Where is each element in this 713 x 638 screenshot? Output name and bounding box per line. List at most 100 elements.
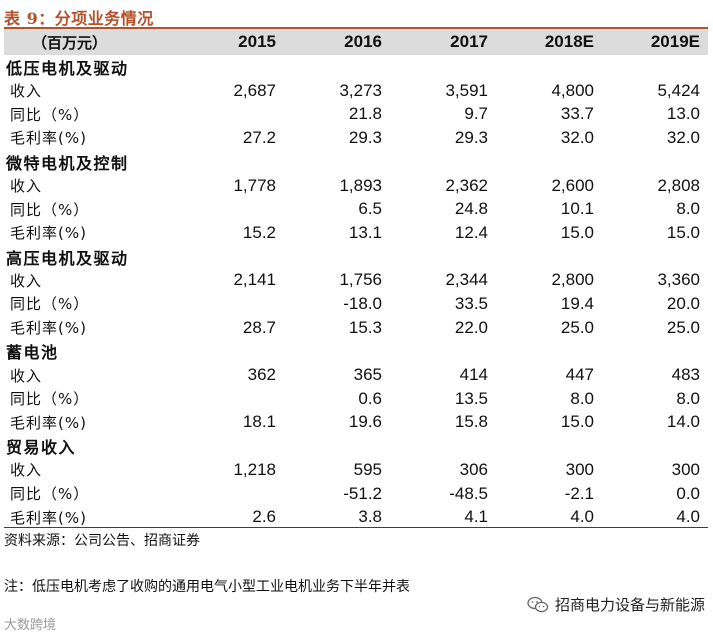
unit-header: （百万元） bbox=[32, 33, 108, 52]
value-cell: 4.1 bbox=[464, 507, 488, 527]
brand-tag: 招商电力设备与新能源 bbox=[527, 594, 705, 615]
value-cell: 22.0 bbox=[454, 317, 488, 337]
value-cell: 300 bbox=[671, 459, 700, 479]
row-label: 同比（%） bbox=[10, 105, 90, 124]
value-cell: 27.2 bbox=[242, 127, 276, 147]
value-cell: 595 bbox=[353, 459, 382, 479]
value-cell: 13.0 bbox=[666, 104, 700, 124]
value-cell: 3,591 bbox=[445, 80, 488, 100]
value-cell: 15.2 bbox=[242, 222, 276, 242]
value-cell: 300 bbox=[565, 459, 594, 479]
table-row: 同比（%） 21.8 9.7 33.7 13.0 bbox=[4, 103, 708, 127]
header-background bbox=[4, 29, 708, 55]
section-row: 微特电机及控制 bbox=[4, 150, 708, 174]
value-cell: 14.0 bbox=[666, 412, 700, 432]
table-row: 同比（%） -51.2 -48.5 -2.1 0.0 bbox=[4, 482, 708, 506]
row-label: 收入 bbox=[10, 82, 43, 101]
value-cell: 414 bbox=[459, 365, 488, 385]
value-cell: 15.8 bbox=[454, 412, 488, 432]
value-cell: 2,344 bbox=[445, 270, 488, 290]
value-cell: -48.5 bbox=[449, 483, 488, 503]
value-cell: 8.0 bbox=[676, 199, 700, 219]
value-cell: 15.0 bbox=[666, 222, 700, 242]
section-label: 贸易收入 bbox=[6, 438, 77, 458]
value-cell: 24.8 bbox=[454, 199, 488, 219]
source-note: 资料来源：公司公告、招商证券 bbox=[4, 533, 200, 549]
value-cell: 2,800 bbox=[551, 270, 594, 290]
value-cell: 2,808 bbox=[657, 175, 700, 195]
footnote: 注：低压电机考虑了收购的通用电气小型工业电机业务下半年并表 bbox=[4, 579, 410, 595]
table-row: 毛利率(%) 15.2 13.1 12.4 15.0 15.0 bbox=[4, 221, 708, 245]
row-label: 同比（%） bbox=[10, 390, 90, 409]
value-cell: 32.0 bbox=[666, 127, 700, 147]
row-label: 收入 bbox=[10, 271, 43, 290]
row-label: 收入 bbox=[10, 366, 43, 385]
financial-table: （百万元） 2015 2016 2017 2018E 2019E 低压电机及驱动… bbox=[4, 29, 708, 529]
table-row: 同比（%） 0.6 13.5 8.0 8.0 bbox=[4, 387, 708, 411]
value-cell: 3,273 bbox=[339, 80, 382, 100]
year-header: 2018E bbox=[544, 32, 594, 51]
table-title: 表 9：分项业务情况 bbox=[4, 9, 154, 28]
section-row: 贸易收入 bbox=[4, 434, 708, 458]
value-cell: -18.0 bbox=[343, 293, 382, 313]
value-cell: 2,600 bbox=[551, 175, 594, 195]
year-header: 2017 bbox=[450, 32, 488, 51]
value-cell: 6.5 bbox=[358, 199, 382, 219]
value-cell: 2,141 bbox=[233, 270, 276, 290]
title-divider bbox=[4, 27, 708, 29]
table-row: 收入 2,687 3,273 3,591 4,800 5,424 bbox=[4, 79, 708, 103]
wechat-icon bbox=[527, 596, 549, 612]
value-cell: 3.8 bbox=[358, 507, 382, 527]
value-cell: 2,362 bbox=[445, 175, 488, 195]
table-row: 毛利率(%) 28.7 15.3 22.0 25.0 25.0 bbox=[4, 316, 708, 340]
value-cell: 25.0 bbox=[666, 317, 700, 337]
value-cell: 15.3 bbox=[348, 317, 382, 337]
value-cell: 25.0 bbox=[560, 317, 594, 337]
row-label: 收入 bbox=[10, 461, 43, 480]
value-cell: 4,800 bbox=[551, 80, 594, 100]
value-cell: 5,424 bbox=[657, 80, 700, 100]
section-label: 低压电机及驱动 bbox=[6, 59, 129, 78]
section-label: 微特电机及控制 bbox=[6, 153, 129, 173]
value-cell: 4.0 bbox=[570, 507, 594, 527]
year-header: 2015 bbox=[238, 32, 276, 51]
year-header: 2016 bbox=[344, 32, 382, 51]
table-row: 同比（%） -18.0 33.5 19.4 20.0 bbox=[4, 292, 708, 316]
row-label: 毛利率(%) bbox=[10, 508, 87, 527]
table-row: 收入 2,141 1,756 2,344 2,800 3,360 bbox=[4, 269, 708, 293]
value-cell: 1,893 bbox=[339, 175, 382, 195]
value-cell: 3,360 bbox=[657, 270, 700, 290]
value-cell: 15.0 bbox=[560, 222, 594, 242]
value-cell: 12.4 bbox=[454, 222, 488, 242]
row-label: 同比（%） bbox=[10, 200, 90, 219]
value-cell bbox=[178, 292, 284, 316]
value-cell: 19.6 bbox=[348, 412, 382, 432]
value-cell: 33.7 bbox=[560, 104, 594, 124]
value-cell: 1,778 bbox=[233, 175, 276, 195]
value-cell: 13.5 bbox=[454, 388, 488, 408]
table-row: 收入 1,218 595 306 300 300 bbox=[4, 458, 708, 482]
row-label: 毛利率(%) bbox=[10, 129, 87, 148]
table-row: 毛利率(%) 18.1 19.6 15.8 15.0 14.0 bbox=[4, 411, 708, 435]
table-body: 低压电机及驱动收入 2,687 3,273 3,591 4,800 5,424 同比（%） 2… bbox=[4, 55, 708, 529]
value-cell bbox=[178, 197, 284, 221]
table-row: 同比（%） 6.5 24.8 10.1 8.0 bbox=[4, 197, 708, 221]
value-cell: 447 bbox=[565, 365, 594, 385]
value-cell: 29.3 bbox=[454, 127, 488, 147]
section-row: 低压电机及驱动 bbox=[4, 55, 708, 79]
table-row: 收入 362 365 414 447 483 bbox=[4, 363, 708, 387]
value-cell: 8.0 bbox=[676, 388, 700, 408]
section-label: 高压电机及驱动 bbox=[6, 248, 129, 268]
section-row: 高压电机及驱动 bbox=[4, 245, 708, 269]
table-row: 毛利率(%) 2.6 3.8 4.1 4.0 4.0 bbox=[4, 505, 708, 529]
table-header-row: （百万元） 2015 2016 2017 2018E 2019E bbox=[4, 29, 708, 55]
value-cell: 1,756 bbox=[339, 270, 382, 290]
table-row: 收入 1,778 1,893 2,362 2,600 2,808 bbox=[4, 174, 708, 198]
year-header: 2019E bbox=[650, 32, 700, 51]
value-cell: 15.0 bbox=[560, 412, 594, 432]
brand-name: 招商电力设备与新能源 bbox=[554, 596, 705, 614]
value-cell: 2,687 bbox=[233, 80, 276, 100]
value-cell bbox=[178, 387, 284, 411]
value-cell: 4.0 bbox=[676, 507, 700, 527]
value-cell: -2.1 bbox=[564, 483, 594, 503]
